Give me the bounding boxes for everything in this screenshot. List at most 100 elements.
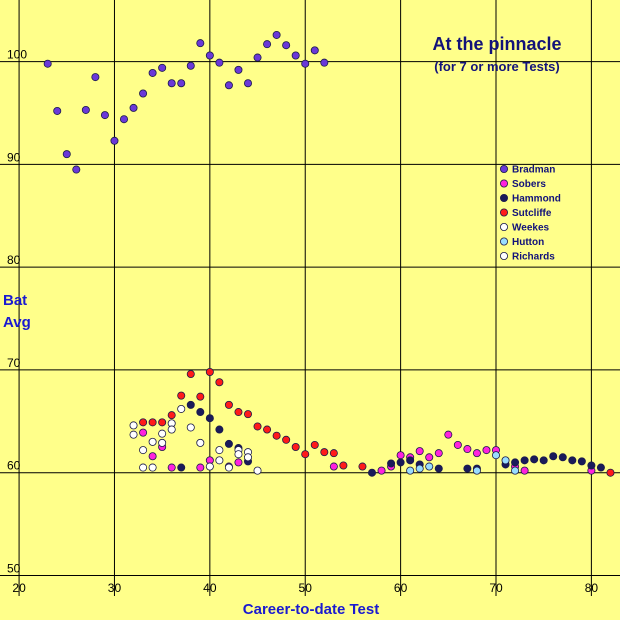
point-bradman xyxy=(72,165,81,174)
point-sutcliffe xyxy=(320,448,329,457)
data-points xyxy=(43,30,615,477)
point-richards xyxy=(234,450,243,459)
x-tick-label: 70 xyxy=(489,581,503,595)
x-tick-label: 20 xyxy=(12,581,26,595)
point-weekes xyxy=(196,438,205,447)
y-axis-label-line-1: Bat xyxy=(3,292,27,309)
point-richards xyxy=(129,430,138,439)
point-bradman xyxy=(91,73,100,82)
point-bradman xyxy=(291,51,300,60)
point-sobers xyxy=(148,452,157,461)
point-sutcliffe xyxy=(606,468,615,477)
point-weekes xyxy=(139,446,148,455)
legend-label-sobers: Sobers xyxy=(512,179,546,190)
point-bradman xyxy=(129,103,138,112)
point-hammond xyxy=(530,455,539,464)
point-hutton xyxy=(501,456,510,465)
point-sobers xyxy=(425,453,434,462)
legend: Bradman Sobers Hammond Sutcliffe Weekes Hutto… xyxy=(500,165,561,263)
point-sobers xyxy=(520,466,529,475)
point-sutcliffe xyxy=(234,408,243,417)
point-sobers xyxy=(444,430,453,439)
point-weekes xyxy=(129,421,138,430)
point-hammond xyxy=(596,463,605,472)
x-tick-label: 30 xyxy=(108,581,122,595)
x-tick-label: 50 xyxy=(299,581,313,595)
point-sutcliffe xyxy=(301,450,310,459)
point-hammond xyxy=(539,456,548,465)
y-tick-label: 60 xyxy=(7,459,21,473)
point-sutcliffe xyxy=(139,418,148,427)
point-hutton xyxy=(491,451,500,460)
point-weekes xyxy=(158,438,167,447)
point-bradman xyxy=(272,30,281,39)
point-bradman xyxy=(62,150,71,159)
legend-marker-weekes xyxy=(500,223,508,232)
point-sutcliffe xyxy=(205,367,214,376)
point-bradman xyxy=(263,40,272,49)
point-hammond xyxy=(434,464,443,473)
point-bradman xyxy=(205,51,214,60)
point-sutcliffe xyxy=(243,410,252,419)
point-bradman xyxy=(81,105,90,114)
y-tick-label: 100 xyxy=(7,48,27,62)
point-sutcliffe xyxy=(186,370,195,379)
point-bradman xyxy=(224,81,233,90)
point-sutcliffe xyxy=(224,400,233,409)
point-hammond xyxy=(186,400,195,409)
y-tick-label: 50 xyxy=(7,561,21,575)
point-sobers xyxy=(377,466,386,475)
point-sobers xyxy=(482,446,491,455)
point-sutcliffe xyxy=(253,422,262,431)
x-axis-label: Career-to-date Test xyxy=(243,601,379,618)
point-hammond xyxy=(558,453,567,462)
chart-subtitle: (for 7 or more Tests) xyxy=(434,59,559,74)
point-sutcliffe xyxy=(196,392,205,401)
point-bradman xyxy=(120,115,129,124)
point-hutton xyxy=(511,466,520,475)
legend-label-richards: Richards xyxy=(512,252,555,263)
point-sutcliffe xyxy=(291,442,300,451)
point-hammond xyxy=(205,414,214,423)
legend-label-sutcliffe: Sutcliffe xyxy=(512,208,552,219)
point-weekes xyxy=(215,456,224,465)
legend-marker-hutton xyxy=(500,237,508,246)
point-bradman xyxy=(177,79,186,88)
point-bradman xyxy=(253,53,262,62)
point-sobers xyxy=(434,449,443,458)
point-hammond xyxy=(549,452,558,461)
legend-label-bradman: Bradman xyxy=(512,165,555,176)
point-sutcliffe xyxy=(158,418,167,427)
point-weekes xyxy=(224,463,233,472)
point-hutton xyxy=(472,466,481,475)
point-bradman xyxy=(139,89,148,98)
point-hutton xyxy=(406,466,415,475)
point-bradman xyxy=(301,59,310,68)
point-weekes xyxy=(148,437,157,446)
point-hutton xyxy=(425,462,434,471)
point-hammond xyxy=(577,457,586,466)
point-bradman xyxy=(196,39,205,48)
point-sutcliffe xyxy=(148,418,157,427)
point-bradman xyxy=(282,41,291,50)
point-hammond xyxy=(463,464,472,473)
point-hammond xyxy=(215,425,224,434)
point-hammond xyxy=(511,458,520,467)
point-hammond xyxy=(177,463,186,472)
point-sutcliffe xyxy=(272,431,281,440)
point-sutcliffe xyxy=(263,425,272,434)
point-weekes xyxy=(177,404,186,413)
point-hammond xyxy=(568,456,577,465)
point-weekes xyxy=(205,462,214,471)
y-tick-label: 90 xyxy=(7,150,21,164)
point-sobers xyxy=(196,463,205,472)
point-bradman xyxy=(186,61,195,70)
point-sobers xyxy=(139,428,148,437)
point-sutcliffe xyxy=(282,435,291,444)
point-hammond xyxy=(587,461,596,470)
legend-marker-sutcliffe xyxy=(500,208,508,217)
point-sobers xyxy=(167,463,176,472)
point-bradman xyxy=(243,79,252,88)
point-sobers xyxy=(453,440,462,449)
